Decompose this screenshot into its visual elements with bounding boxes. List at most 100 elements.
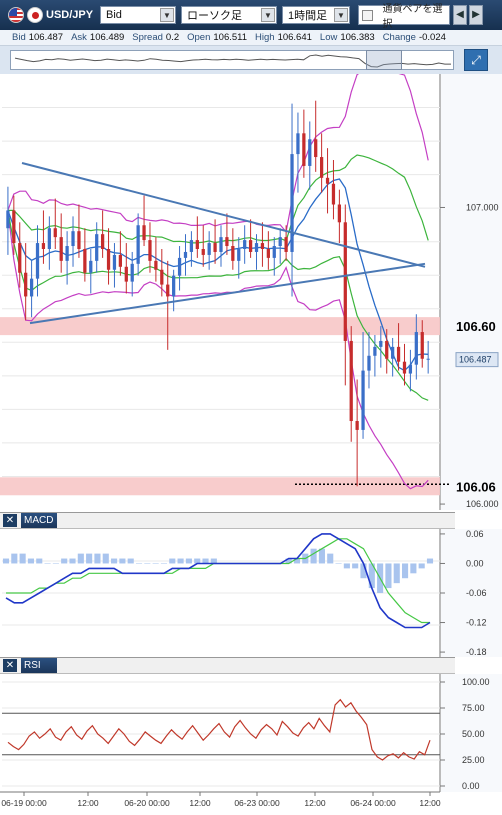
- close-icon[interactable]: ✕: [3, 514, 17, 527]
- rsi-panel-header: ✕ RSI: [0, 657, 455, 674]
- x-tick-label: 12:00: [77, 798, 99, 808]
- candle-body: [355, 421, 359, 430]
- candle-body: [71, 231, 75, 247]
- candle-body: [53, 228, 57, 238]
- macd-histogram-bar: [343, 563, 350, 569]
- plot-background: [0, 74, 502, 510]
- candle-body: [278, 237, 282, 247]
- price-type-select[interactable]: Bid ▼: [100, 6, 176, 24]
- macd-histogram-bar: [94, 553, 101, 564]
- quote-key: Low: [319, 32, 338, 43]
- chart-type-select[interactable]: ローソク足 ▼: [181, 6, 277, 24]
- quote-key: Open: [187, 32, 211, 43]
- pair-select-box[interactable]: 通貨ペアを選択: [358, 4, 450, 30]
- candle-body: [343, 222, 347, 341]
- y-tick-label: 50.00: [462, 729, 485, 739]
- macd-histogram-bar: [185, 558, 192, 564]
- macd-signal-line: [6, 538, 430, 624]
- jp-flag-icon: [27, 7, 43, 23]
- macd-histogram-bar: [19, 553, 26, 564]
- candle-body: [367, 355, 371, 371]
- candle-body: [408, 364, 413, 374]
- close-icon[interactable]: ✕: [3, 659, 17, 672]
- macd-histogram-bar: [77, 553, 84, 564]
- candle-body: [373, 346, 377, 356]
- rsi-chart[interactable]: 100.00 75.00 50.00 25.00 0.00 06-19 00:00 12:0…: [0, 674, 502, 811]
- macd-histogram-bar: [127, 558, 134, 564]
- candle-body: [136, 225, 140, 264]
- candle-body: [29, 278, 34, 297]
- chevron-right-icon[interactable]: ▶: [469, 5, 483, 25]
- pair-checkbox[interactable]: [362, 9, 373, 21]
- navigator-overview[interactable]: [10, 50, 454, 70]
- candle-body: [18, 243, 22, 273]
- rsi-title: RSI: [21, 658, 57, 673]
- macd-histogram-bar: [144, 563, 151, 564]
- zone-label: 106.06: [456, 479, 496, 494]
- bollinger-upper: [7, 74, 429, 234]
- candle-body: [243, 240, 247, 249]
- quote-key: High: [255, 32, 275, 43]
- candle-body: [195, 240, 199, 249]
- candle-body: [207, 243, 211, 255]
- candle-body: [290, 154, 294, 252]
- x-tick-label: 06-19 00:00: [1, 798, 47, 808]
- candle-body: [396, 346, 401, 362]
- macd-histogram-bar: [352, 563, 359, 569]
- y-tick-label: 107.000: [466, 202, 499, 212]
- candle-body: [118, 254, 123, 267]
- macd-histogram-bar: [194, 558, 201, 564]
- y-axis-area: [441, 74, 502, 510]
- candle-body: [47, 228, 51, 249]
- macd-chart[interactable]: 0.06 0.00 -0.06 -0.12 -0.18: [0, 529, 502, 657]
- candle-body: [361, 370, 365, 430]
- price-type-value: Bid: [106, 9, 122, 21]
- y-tick-label: 75.00: [462, 703, 485, 713]
- candle-body: [12, 210, 16, 244]
- macd-histogram-bar: [86, 553, 93, 564]
- navigator-range-handle[interactable]: [366, 50, 402, 70]
- macd-histogram-bar: [169, 558, 176, 564]
- candle-body: [314, 139, 318, 158]
- candle-body: [248, 240, 253, 252]
- y-tick-label: 0.00: [462, 781, 480, 791]
- chart-type-value: ローソク足: [187, 10, 242, 22]
- bollinger-upper-1sd: [7, 154, 429, 244]
- candle-body: [77, 231, 81, 249]
- quote-value: 106.511: [213, 32, 248, 43]
- chevron-down-icon[interactable]: ▼: [334, 8, 348, 22]
- candle-body: [331, 183, 336, 205]
- quote-value: 106.489: [89, 32, 125, 43]
- candle-body: [420, 332, 424, 359]
- candle-body: [302, 133, 306, 166]
- current-price-tag: [455, 352, 499, 368]
- candle-body: [59, 237, 63, 261]
- timeframe-select[interactable]: 1時間足 ▼: [282, 6, 350, 24]
- candle-body: [124, 266, 128, 282]
- candle-body: [296, 133, 300, 155]
- candle-body: [402, 361, 407, 374]
- toolbar: USD/JPY Bid ▼ ローソク足 ▼ 1時間足 ▼ 通貨ペアを選択 ◀ ▶: [0, 0, 502, 30]
- chevron-down-icon[interactable]: ▼: [261, 8, 275, 22]
- navigator-strip: ⤢: [0, 46, 502, 74]
- candle-body: [391, 346, 395, 359]
- candle-body: [260, 243, 265, 249]
- expand-icon[interactable]: ⤢: [464, 49, 488, 71]
- macd-histogram-bar: [2, 558, 10, 564]
- chevron-down-icon[interactable]: ▼: [160, 8, 174, 22]
- symbol-display[interactable]: USD/JPY: [8, 6, 93, 24]
- chevron-left-icon[interactable]: ◀: [453, 5, 467, 25]
- macd-histogram-bar: [61, 558, 68, 564]
- x-tick-label: 06-24 00:00: [350, 798, 396, 808]
- y-tick-label: 25.00: [462, 755, 485, 765]
- candle-body: [225, 237, 229, 247]
- x-axis-area: [0, 792, 502, 811]
- x-tick-label: 12:00: [419, 798, 441, 808]
- price-chart[interactable]: 106.60 106.06 107.000 106.000 106.487: [0, 74, 502, 510]
- macd-histogram-bar: [135, 563, 143, 564]
- macd-line: [5, 533, 431, 629]
- y-tick-label: 106.000: [466, 499, 499, 509]
- macd-histogram-bar: [327, 553, 334, 564]
- candle-body: [112, 254, 117, 270]
- macd-histogram-bar: [36, 558, 43, 564]
